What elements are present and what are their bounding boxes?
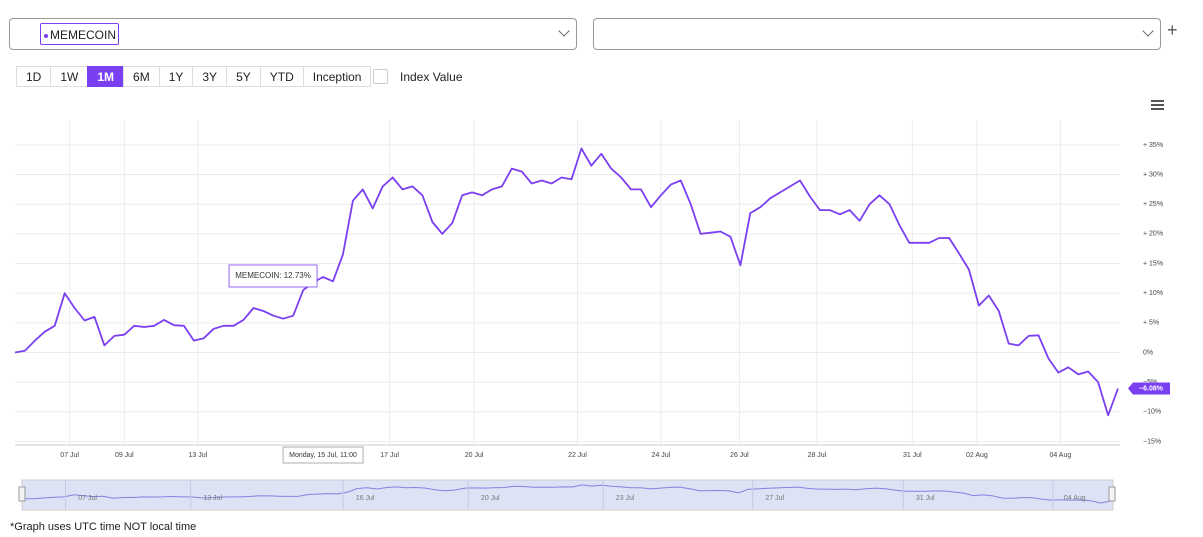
x-tick-label: 17 Jul (380, 452, 399, 459)
range-button[interactable]: 5Y (226, 66, 261, 87)
x-tick-label: 22 Jul (568, 452, 587, 459)
crosshair-label: Monday, 15 Jul, 11:00 (289, 452, 357, 459)
range-button[interactable]: 1Y (158, 66, 194, 87)
x-tick-label: 26 Jul (730, 452, 749, 459)
navigator-tick-label: 20 Jul (481, 495, 500, 502)
y-tick-label: + 10% (1143, 290, 1163, 297)
index-checkbox[interactable] (373, 69, 388, 84)
y-tick-label: + 20% (1143, 231, 1163, 238)
navigator-tick-label: 31 Jul (916, 495, 935, 502)
navigator-handle[interactable] (18, 486, 26, 502)
range-button[interactable]: 3Y (192, 66, 228, 87)
navigator-line (24, 484, 1111, 504)
navigator-tick-label: 16 Jul (356, 495, 375, 502)
footnote: *Graph uses UTC time NOT local time (10, 521, 197, 533)
x-tick-label: 24 Jul (652, 452, 671, 459)
index-label: Index Value (400, 70, 463, 84)
navigator-tick-label: 13 Jul (203, 495, 222, 502)
end-label: −6.08% (1139, 385, 1164, 392)
navigator-tick-label: 04 Aug (1064, 495, 1086, 502)
y-tick-label: + 25% (1143, 201, 1163, 208)
y-tick-label: + 15% (1143, 260, 1163, 267)
compare-select[interactable] (593, 18, 1161, 50)
x-tick-label: 09 Jul (115, 452, 134, 459)
x-tick-label: 28 Jul (808, 452, 827, 459)
tooltip-label: MEMECOIN: 12.73% (235, 271, 311, 280)
y-tick-label: −15% (1143, 438, 1161, 445)
asset-select[interactable]: MEMECOIN (9, 18, 577, 50)
asset-chip[interactable]: MEMECOIN (40, 23, 119, 45)
x-tick-label: 07 Jul (60, 452, 79, 459)
x-tick-label: 31 Jul (903, 452, 922, 459)
x-tick-label: 04 Aug (1049, 452, 1071, 459)
plot-background (15, 120, 1120, 445)
tooltip-box (228, 264, 318, 288)
line (14, 147, 1119, 417)
y-tick-label: 0% (1143, 349, 1153, 356)
navigator-handle[interactable] (1108, 486, 1116, 502)
range-button[interactable]: 6M (123, 66, 160, 87)
y-tick-label: −5% (1143, 379, 1157, 386)
range-buttons: 1D 1W 1M 6M 1Y 3Y 5Y YTD Inception (16, 66, 372, 87)
x-tick-label: 13 Jul (188, 452, 207, 459)
add-button[interactable]: + (1167, 20, 1178, 40)
y-tick-label: + 35% (1143, 142, 1163, 149)
navigator-tick-label: 23 Jul (616, 495, 635, 502)
navigator-tick-label: 07 Jul (78, 495, 97, 502)
range-button[interactable]: 1D (16, 66, 52, 87)
range-button[interactable]: Inception (302, 66, 372, 87)
y-tick-label: + 5% (1143, 320, 1159, 327)
y-tick-label: + 30% (1143, 171, 1163, 178)
menu-button[interactable] (1151, 100, 1164, 112)
x-tick-label: 20 Jul (465, 452, 484, 459)
x-tick-label: 02 Aug (966, 452, 988, 459)
y-tick-label: −10% (1143, 409, 1161, 416)
end-label-box (1128, 382, 1170, 395)
crosshair-label-box (282, 446, 364, 464)
navigator (21, 479, 1114, 511)
navigator-tick-label: 27 Jul (765, 495, 784, 502)
